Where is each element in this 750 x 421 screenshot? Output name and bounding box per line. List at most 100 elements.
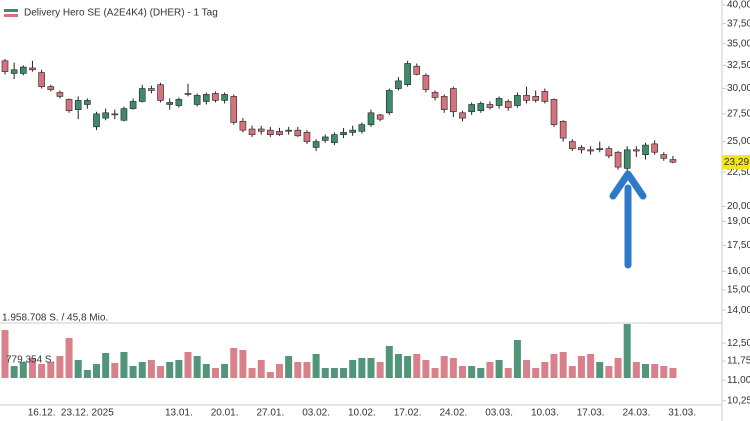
candle-body (385, 90, 393, 114)
candle-body (321, 136, 329, 141)
candle-body (541, 91, 549, 102)
x-tick-label: 17.03. (577, 408, 605, 419)
candle-body (642, 144, 649, 155)
x-tick-label: 27.01. (256, 408, 284, 419)
candle-body (312, 141, 320, 148)
volume-bar (102, 353, 110, 378)
candle-body (532, 96, 540, 101)
x-tick-label: 16.12. (28, 408, 56, 419)
volume-bar (147, 360, 155, 378)
volume-bar (19, 361, 27, 378)
chart-title: Delivery Hero SE (A2E4K4) (DHER) - 1 Tag (24, 8, 218, 19)
candle-body (578, 147, 585, 151)
volume-bar (422, 360, 430, 378)
volume-bar (358, 358, 366, 378)
volume-bar (587, 354, 595, 378)
volume-bar (193, 355, 201, 378)
candle-body (623, 149, 631, 169)
candle-body (468, 104, 475, 113)
x-tick-label: 24.02. (439, 408, 467, 419)
candle-body (614, 151, 622, 168)
volume-bar (10, 365, 18, 378)
volume-bar (93, 364, 100, 378)
x-tick-label: 10.02. (348, 408, 376, 419)
candle-body (84, 100, 91, 105)
volume-bar (340, 368, 348, 378)
volume-bar (248, 368, 256, 378)
volume-bar (74, 360, 82, 378)
volume-bar (449, 358, 457, 378)
title-icon (4, 9, 18, 17)
x-tick-label: 20.01. (211, 408, 239, 419)
candle-body (376, 114, 384, 120)
volume-bar (459, 365, 466, 378)
volume-bar (541, 361, 549, 378)
candle-body (514, 95, 521, 106)
candle-body (340, 132, 347, 135)
volume-ref-label: 779.354 S. (6, 355, 54, 366)
x-tick-label: 23.12. 2025 (61, 408, 114, 419)
candle-body (157, 84, 164, 101)
candle-body (395, 80, 402, 89)
candle-body (303, 132, 311, 142)
volume-bar (138, 361, 146, 378)
volume-bar (184, 351, 192, 378)
volume-bar (276, 364, 283, 378)
volume-bar (1, 329, 9, 378)
candle-body (93, 113, 100, 128)
volume-bar (47, 361, 55, 378)
candle-body (175, 99, 183, 106)
candle-body (431, 92, 439, 98)
candle-body (56, 92, 64, 97)
y-tick-label: 11,75 (727, 356, 750, 367)
candle-body (38, 72, 45, 87)
x-tick-label: 31.03. (668, 408, 696, 419)
candle-body (523, 95, 530, 101)
y-tick-label: 22,50 (727, 167, 750, 178)
volume-bar (596, 361, 604, 378)
volume-bar (385, 346, 393, 378)
volume-bar (550, 354, 558, 378)
candle-body (669, 159, 677, 163)
volume-bar (38, 364, 46, 378)
candle-body (1, 60, 9, 72)
volume-bar (56, 355, 64, 378)
volume-bar (28, 358, 36, 378)
volume-bar (175, 360, 183, 378)
volume-bar (266, 372, 274, 378)
x-tick-label: 03.03. (485, 408, 513, 419)
volume-bar (285, 355, 293, 378)
candle-body (221, 94, 228, 101)
candle-body (568, 141, 576, 149)
volume-bar (221, 364, 229, 378)
candle-body (166, 102, 173, 105)
volume-bar (532, 368, 540, 378)
candle-body (267, 129, 274, 135)
volume-bar (660, 365, 668, 378)
volume-bar (623, 324, 631, 378)
volume-bar (330, 368, 338, 378)
candle-body (605, 148, 613, 157)
candle-body (550, 99, 558, 125)
candle-body (276, 130, 283, 135)
candle-body (404, 63, 411, 85)
y-tick-label: 10,25 (727, 395, 750, 406)
candle-body (486, 104, 494, 108)
candle-body (450, 88, 457, 113)
volume-bar (477, 368, 485, 378)
candle-body (596, 148, 604, 150)
candle-body (120, 108, 128, 121)
volume-bar (394, 354, 402, 378)
volume-bar (486, 361, 494, 378)
x-tick-label: 13.01. (165, 408, 193, 419)
annotation-arrow (609, 170, 647, 269)
candle-body (440, 96, 448, 110)
volume-bar (83, 369, 91, 378)
volume-bar (513, 340, 521, 378)
volume-bar (367, 358, 375, 378)
volume-bar (495, 360, 503, 378)
plot (1, 59, 677, 378)
volume-bar (642, 364, 649, 378)
candle-body (331, 134, 338, 144)
